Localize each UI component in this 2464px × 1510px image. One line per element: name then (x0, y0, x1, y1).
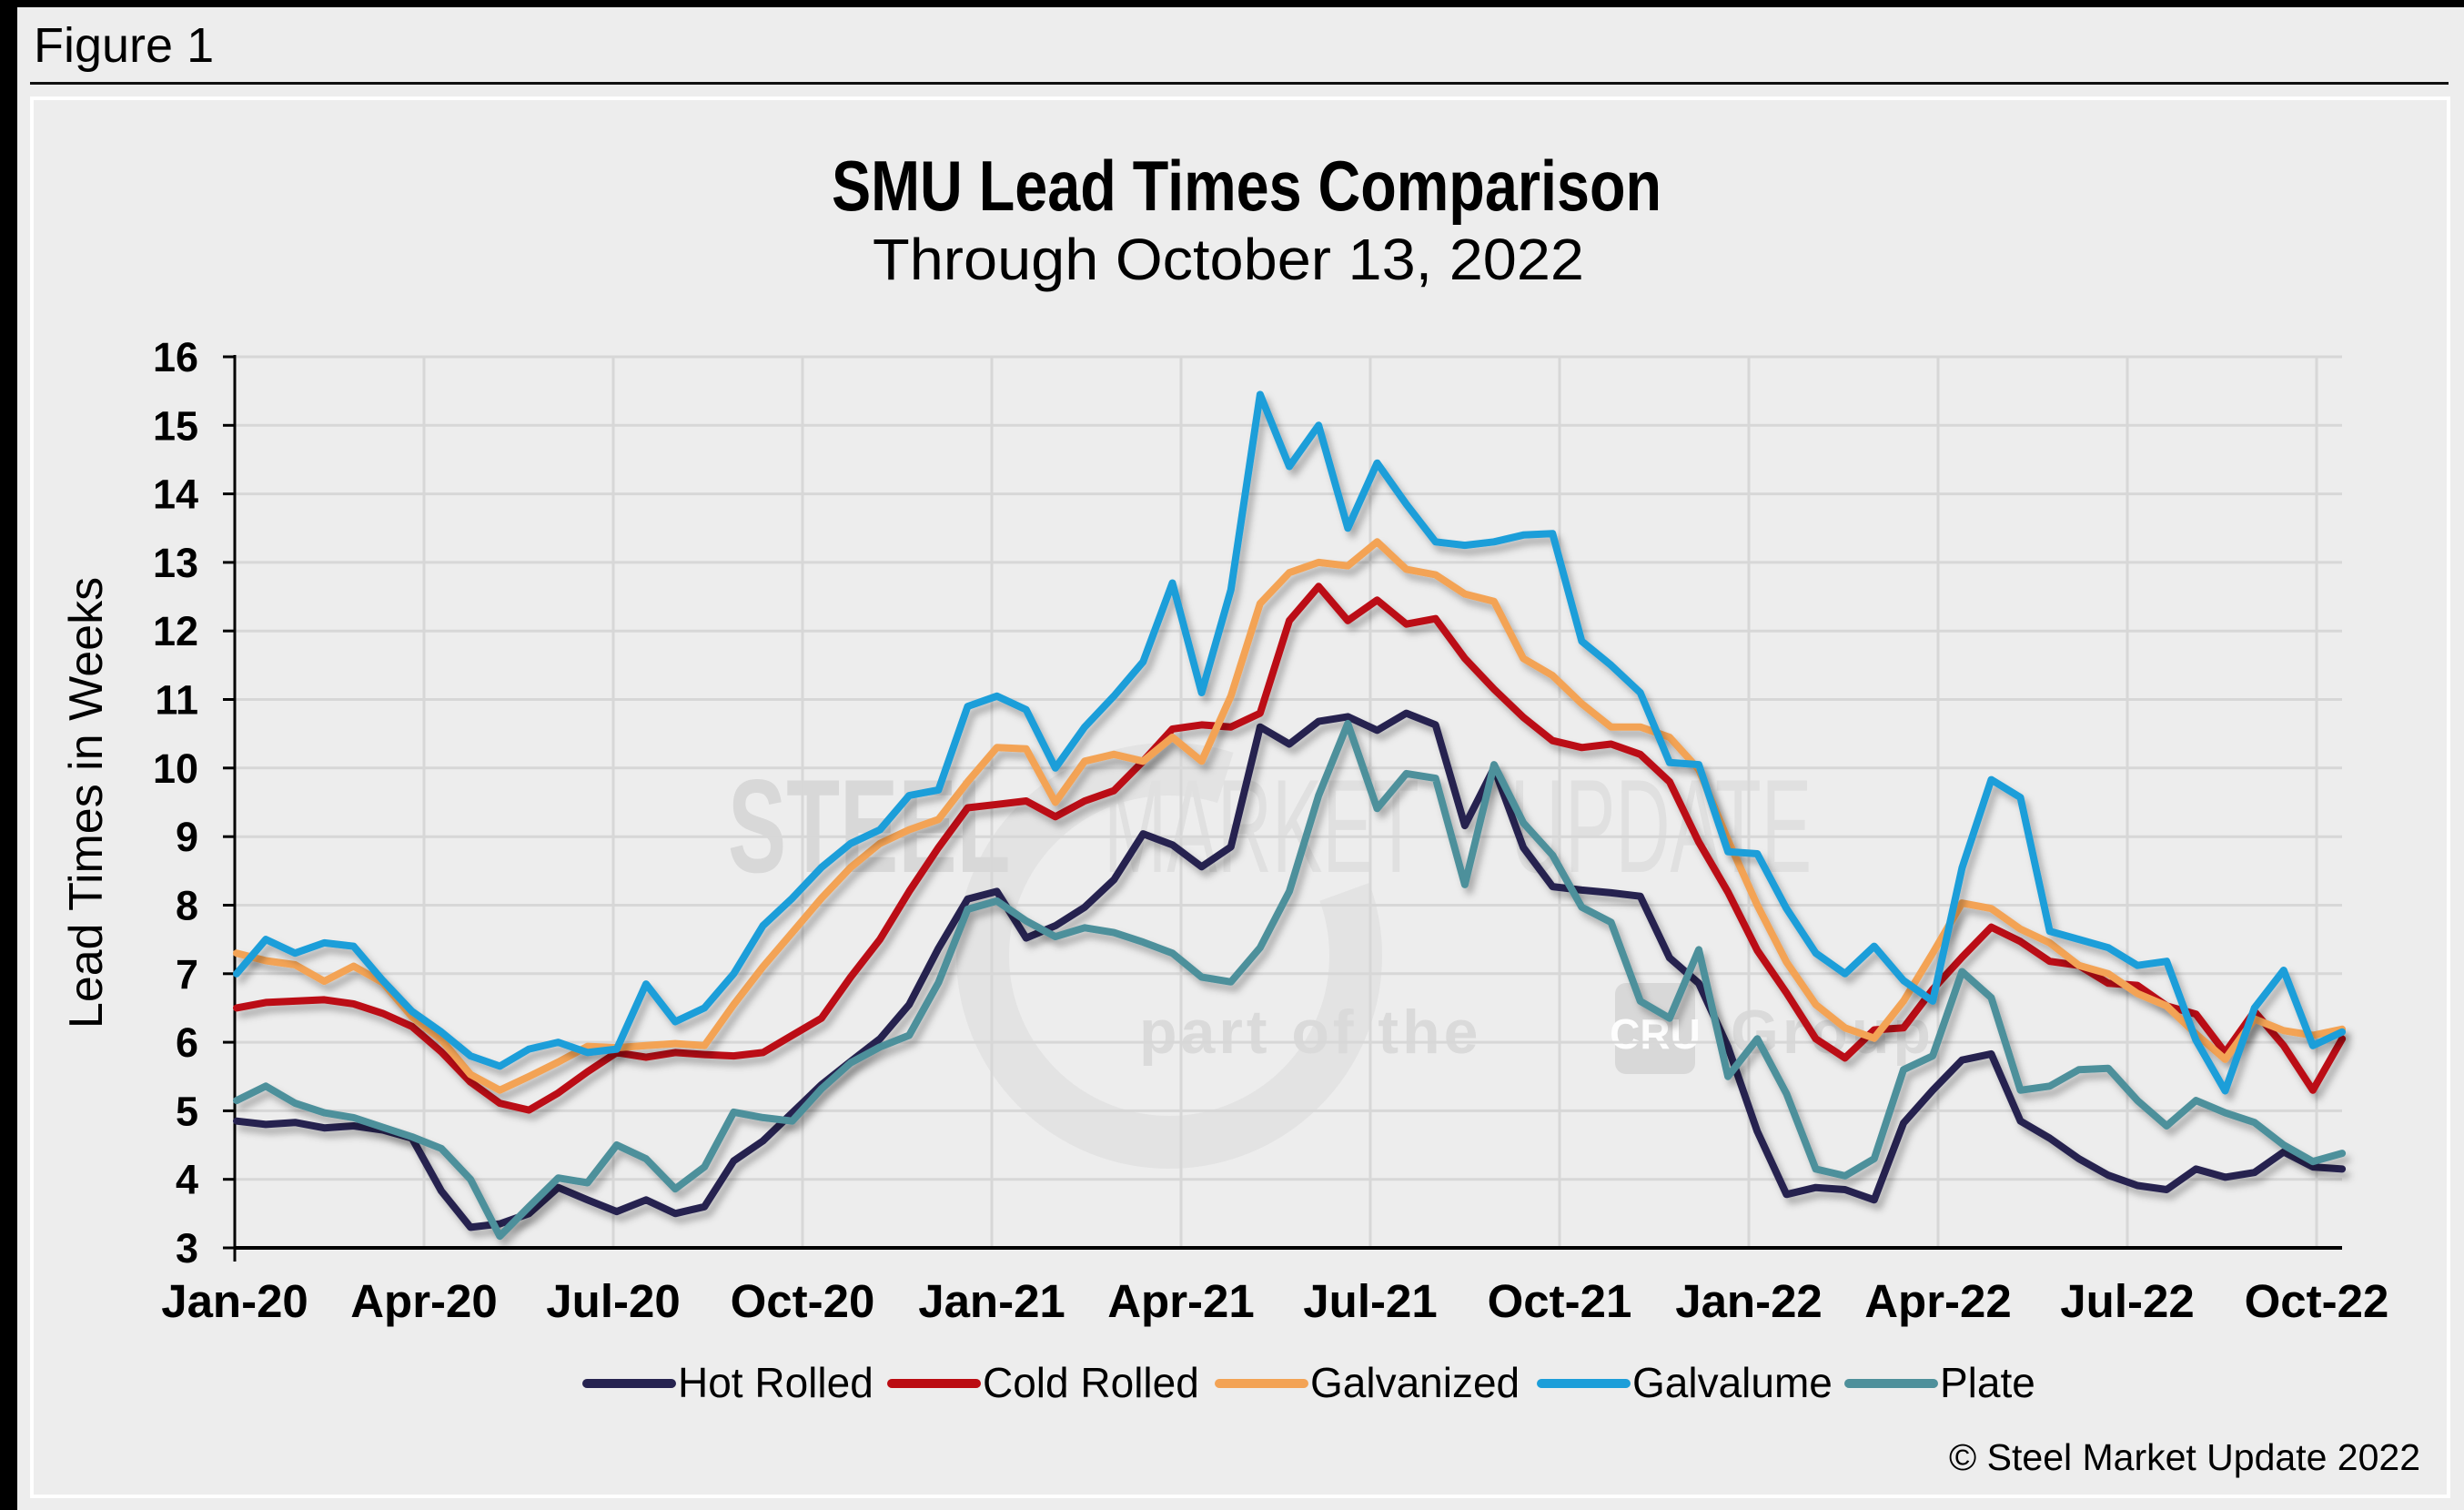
svg-text:Jul-21: Jul-21 (1303, 1275, 1437, 1327)
svg-text:13: 13 (153, 540, 198, 586)
svg-text:Apr-22: Apr-22 (1864, 1275, 2012, 1327)
svg-text:3: 3 (176, 1225, 198, 1272)
svg-text:Cold Rolled: Cold Rolled (983, 1359, 1199, 1406)
svg-text:15: 15 (153, 402, 198, 449)
svg-text:12: 12 (153, 608, 198, 654)
svg-text:Apr-21: Apr-21 (1107, 1275, 1255, 1327)
svg-text:Apr-20: Apr-20 (350, 1275, 498, 1327)
svg-text:10: 10 (153, 745, 198, 792)
svg-text:9: 9 (176, 814, 198, 860)
svg-text:Galvanized: Galvanized (1310, 1359, 1520, 1406)
svg-text:Plate: Plate (1940, 1359, 2035, 1406)
svg-text:Oct-20: Oct-20 (731, 1275, 875, 1327)
svg-text:Oct-21: Oct-21 (1488, 1275, 1632, 1327)
svg-text:6: 6 (176, 1019, 198, 1066)
svg-text:5: 5 (176, 1088, 198, 1134)
svg-text:Oct-22: Oct-22 (2245, 1275, 2389, 1327)
svg-text:Jan-20: Jan-20 (161, 1275, 308, 1327)
svg-text:Jan-21: Jan-21 (918, 1275, 1065, 1327)
svg-text:8: 8 (176, 883, 198, 929)
svg-text:7: 7 (176, 951, 198, 998)
svg-text:Jul-20: Jul-20 (546, 1275, 680, 1327)
svg-text:4: 4 (176, 1157, 198, 1203)
svg-text:Galvalume: Galvalume (1632, 1359, 1833, 1406)
svg-text:MARKET: MARKET (1104, 753, 1419, 901)
svg-text:11: 11 (155, 677, 198, 724)
svg-text:SMU Lead Times Comparison: SMU Lead Times Comparison (832, 146, 1661, 226)
svg-text:Jan-22: Jan-22 (1675, 1275, 1823, 1327)
svg-text:STEEL: STEEL (728, 753, 1011, 901)
svg-text:14: 14 (153, 471, 198, 518)
svg-text:Group: Group (1731, 998, 1934, 1067)
svg-text:Hot Rolled: Hot Rolled (678, 1359, 874, 1406)
svg-text:16: 16 (153, 334, 198, 380)
svg-text:Lead Times in Weeks: Lead Times in Weeks (60, 577, 113, 1029)
svg-text:CRU: CRU (1610, 1010, 1701, 1058)
svg-text:Through October 13, 2022: Through October 13, 2022 (873, 227, 1584, 292)
svg-text:© Steel Market Update 2022: © Steel Market Update 2022 (1949, 1436, 2420, 1478)
svg-text:part of the: part of the (1139, 998, 1481, 1067)
svg-text:Jul-22: Jul-22 (2060, 1275, 2194, 1327)
